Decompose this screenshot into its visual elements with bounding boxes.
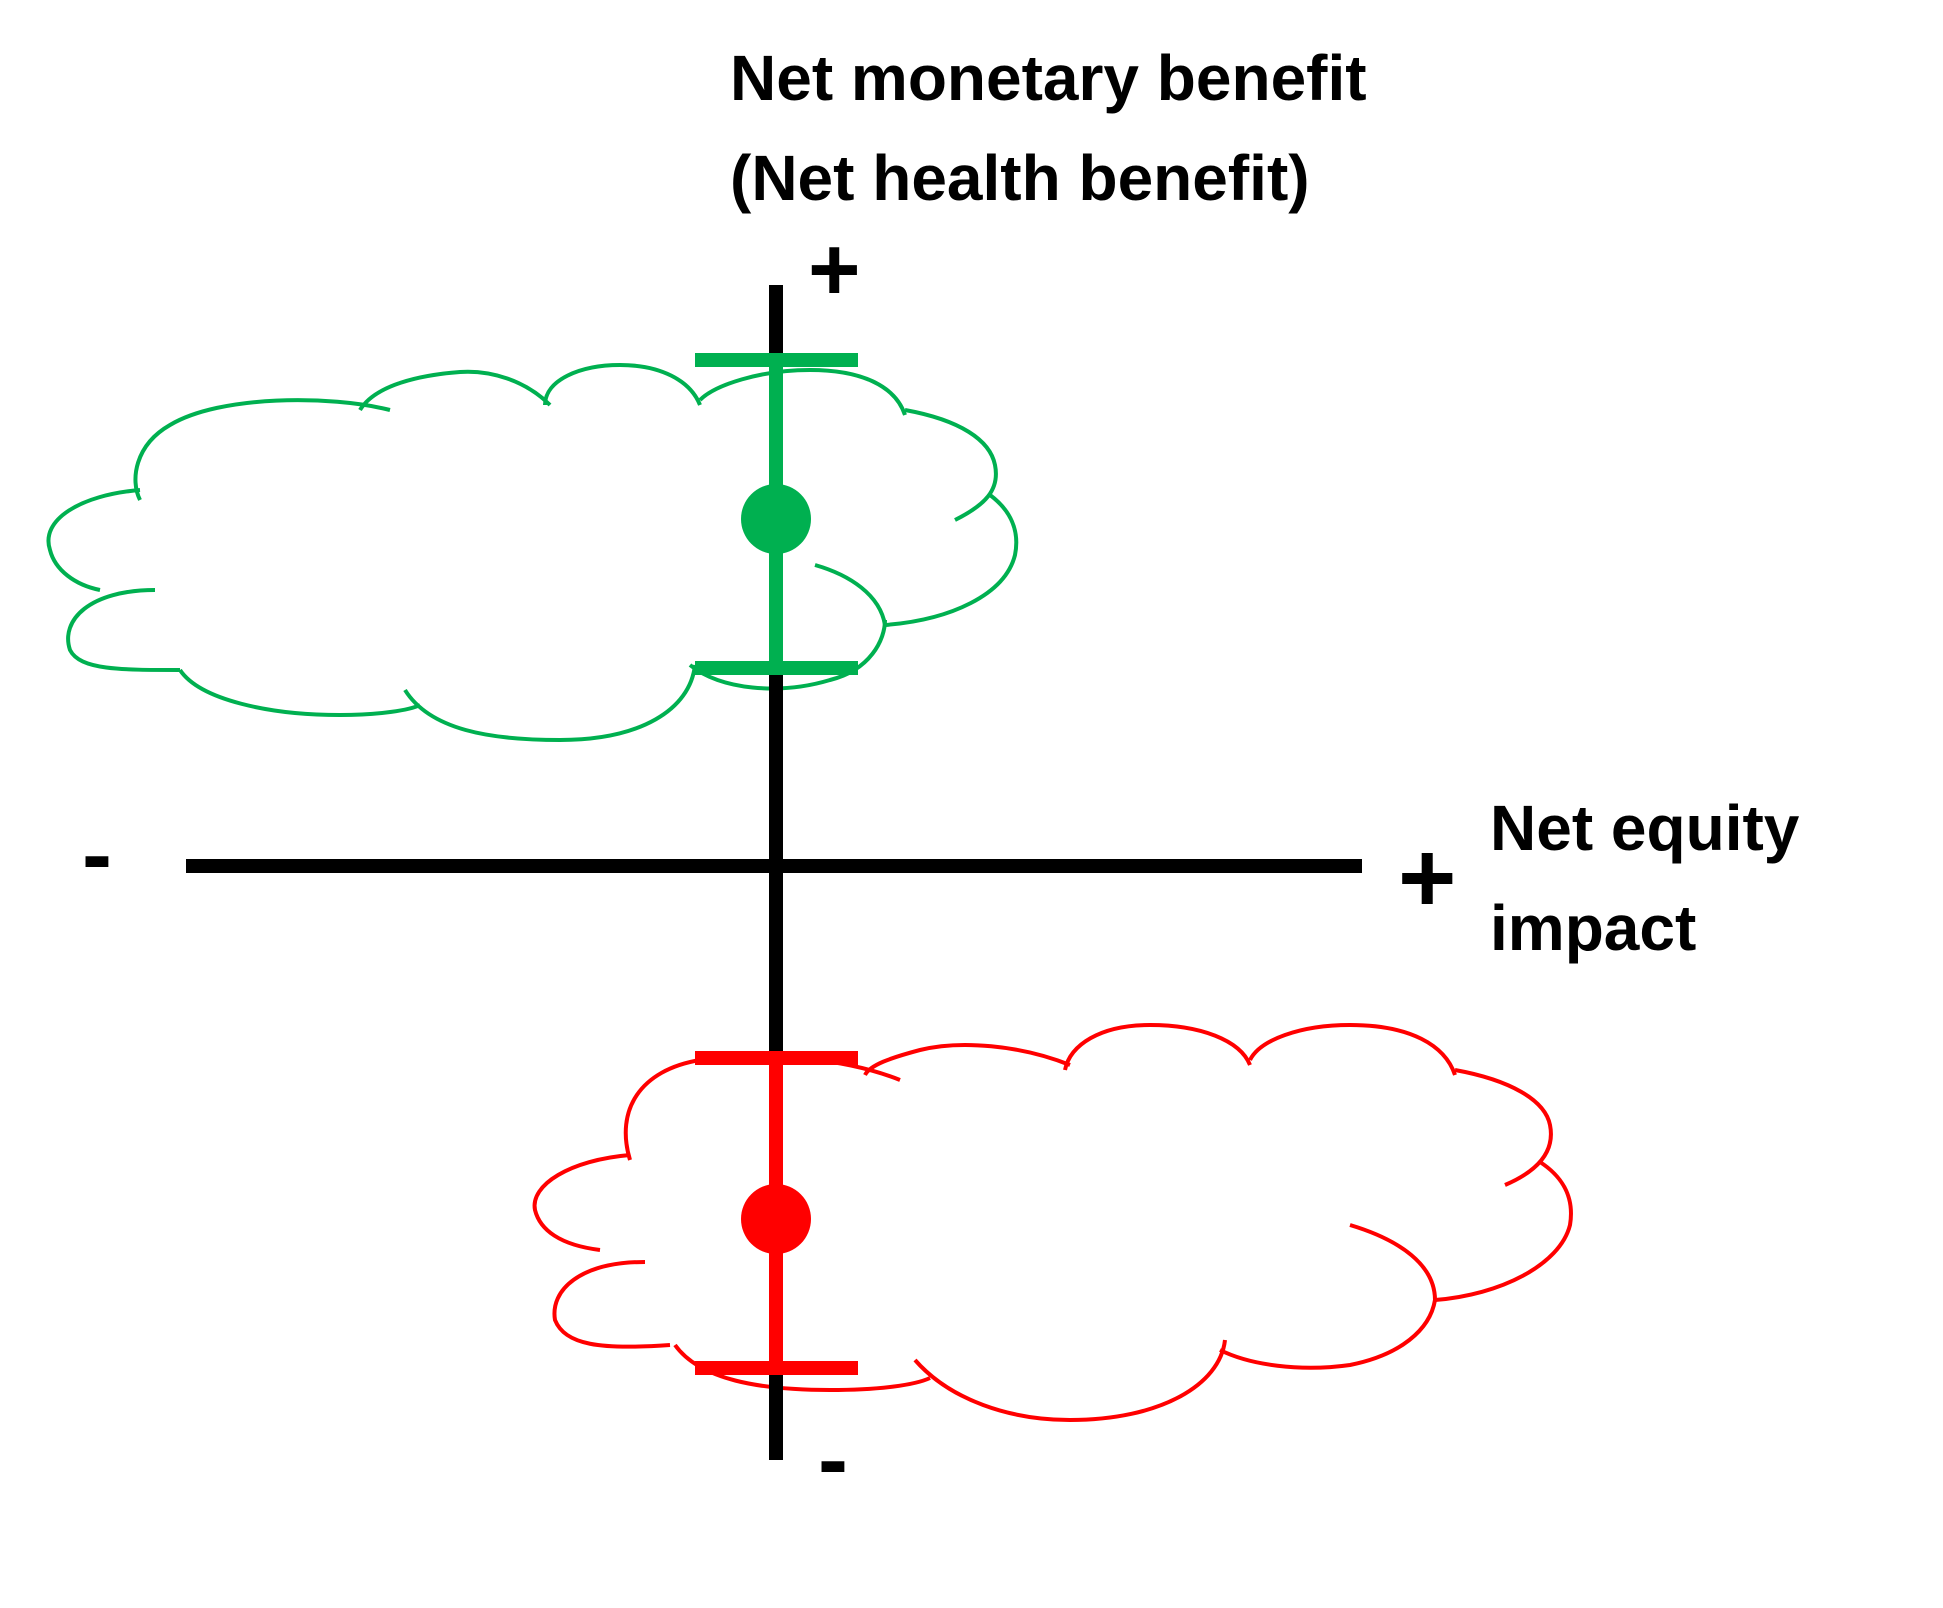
- upper-error-bar: [695, 353, 858, 675]
- y-axis-title-line1: Net monetary benefit: [730, 42, 1367, 114]
- y-axis-plus-sign: +: [808, 220, 861, 320]
- lower-cloud: [532, 1022, 1573, 1423]
- upper-point-estimate: [741, 484, 811, 554]
- x-axis-title-line1: Net equity: [1490, 792, 1800, 864]
- x-axis-plus-sign: +: [1398, 822, 1456, 934]
- y-axis-minus-sign: -: [818, 1410, 848, 1510]
- x-axis-title-line2: impact: [1490, 892, 1696, 964]
- lower-error-bar: [695, 1051, 858, 1375]
- upper-cloud: [46, 362, 1019, 743]
- lower-point-estimate: [741, 1184, 811, 1254]
- y-axis-title-line2: (Net health benefit): [730, 142, 1310, 214]
- x-axis-minus-sign: -: [82, 805, 112, 905]
